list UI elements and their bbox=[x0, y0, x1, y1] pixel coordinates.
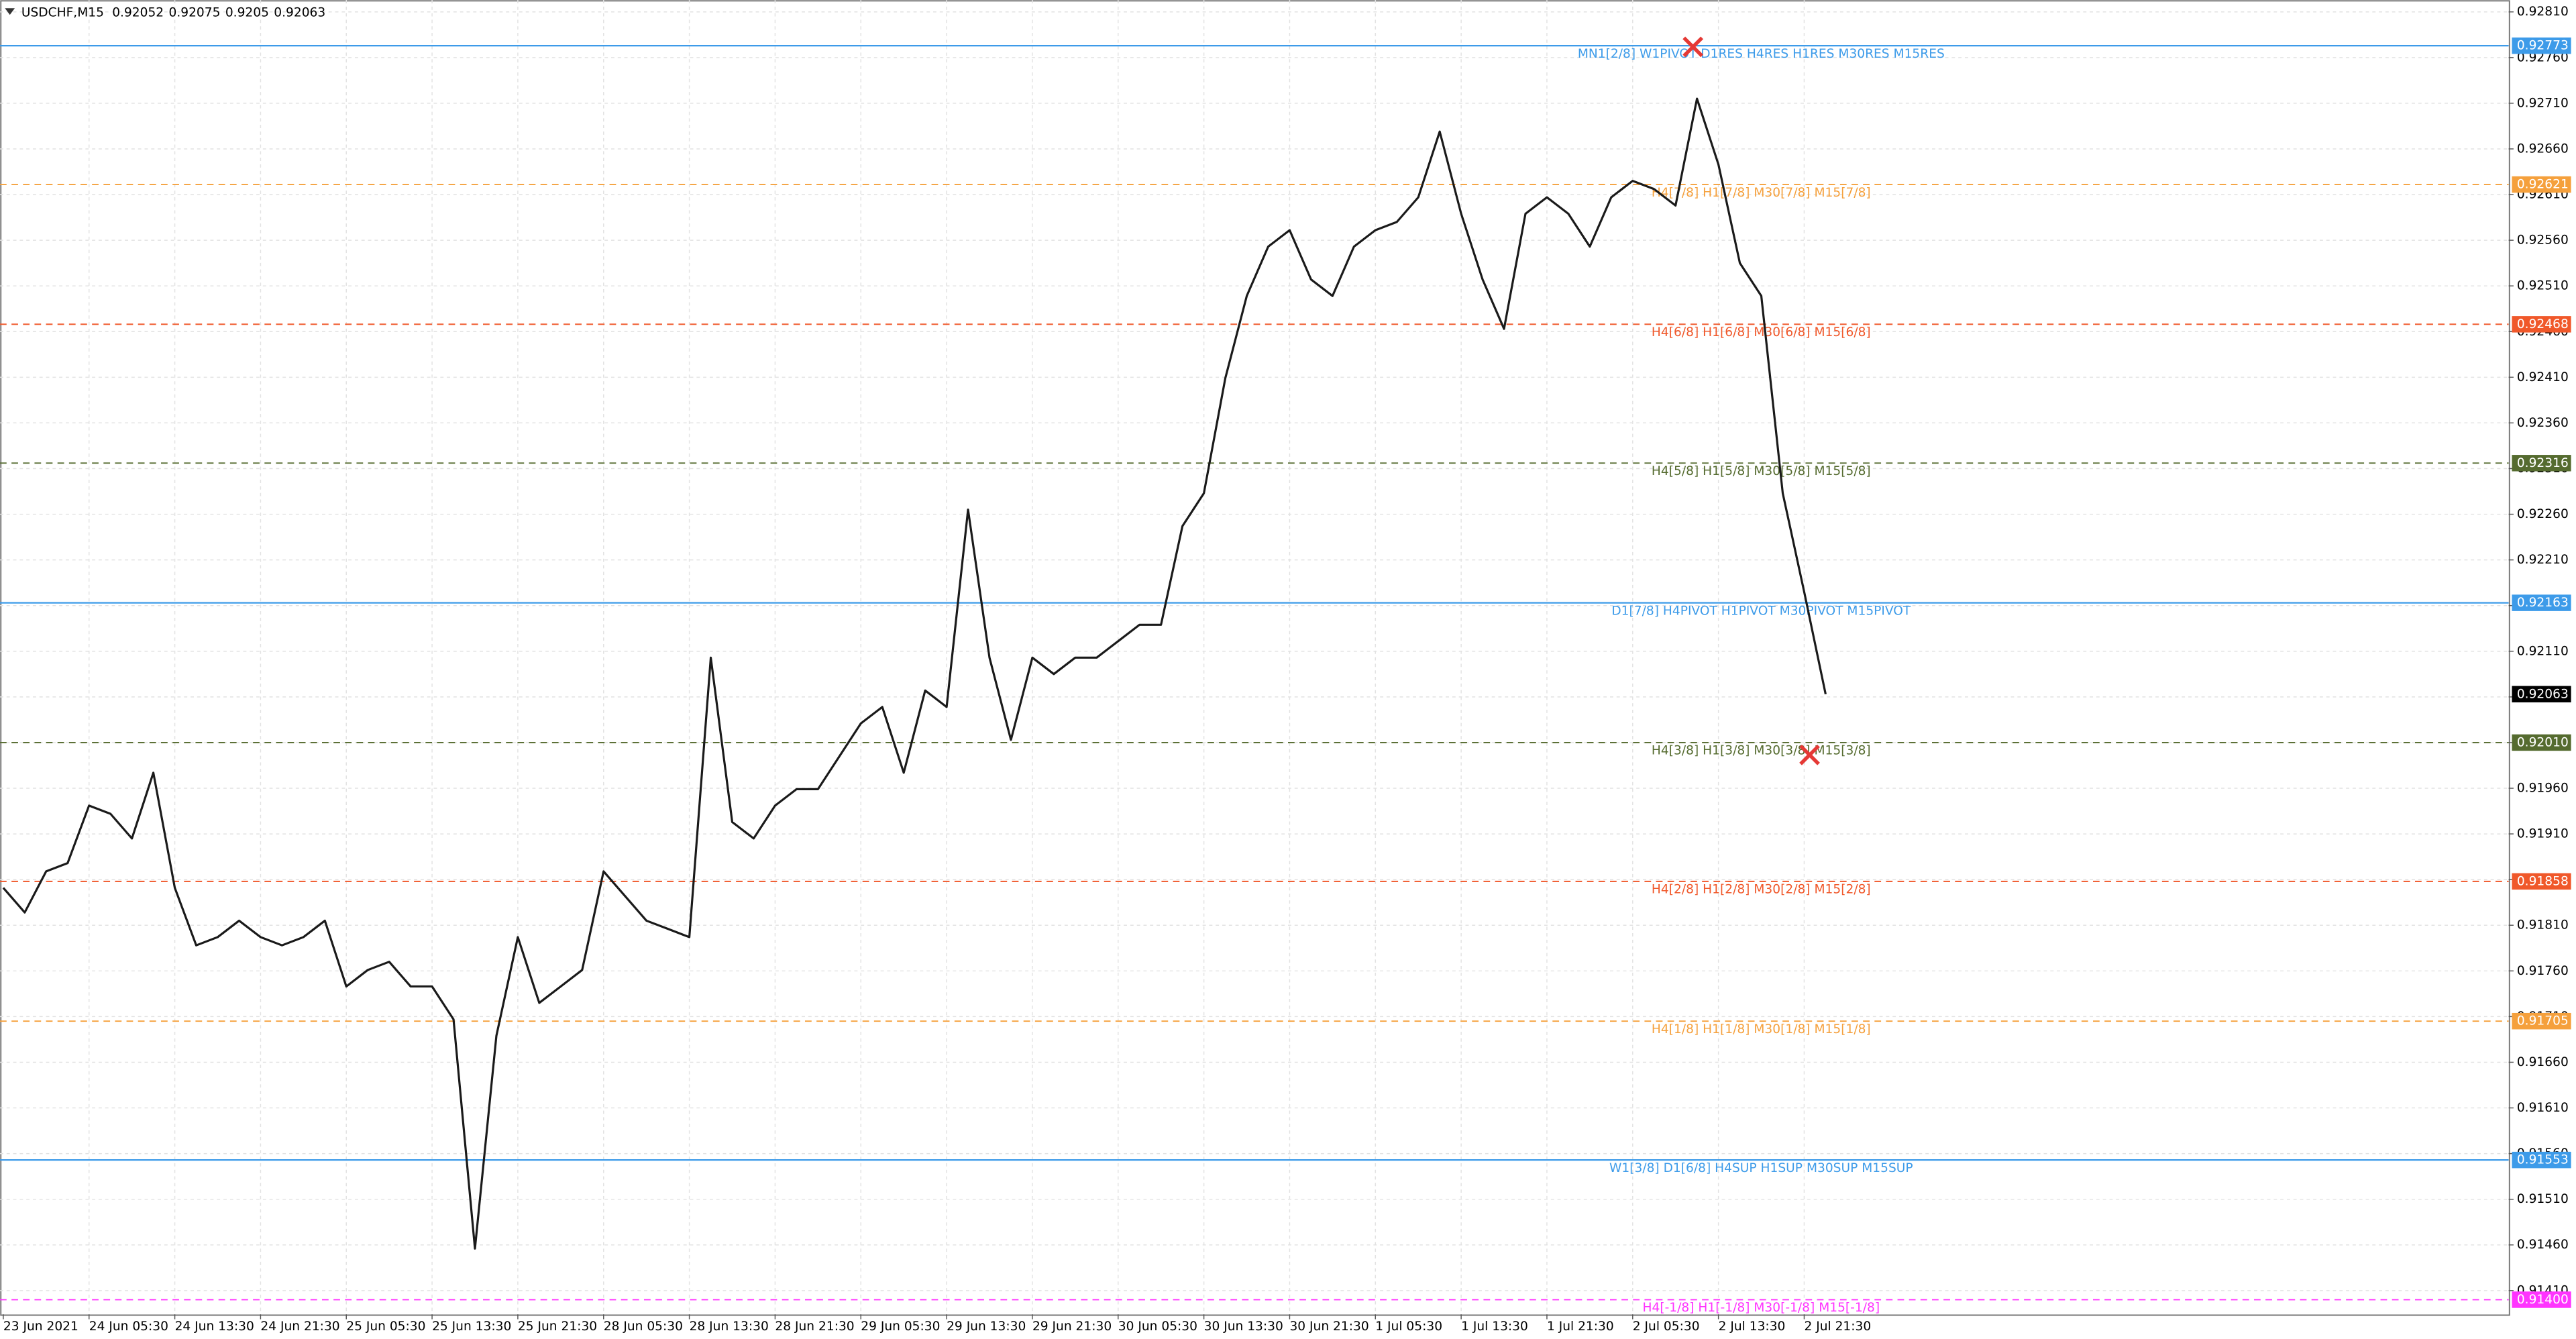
level-label: D1[7/8] H4PIVOT H1PIVOT M30PIVOT M15PIVO… bbox=[1611, 604, 1911, 618]
close: 0.92063 bbox=[274, 5, 325, 19]
x-tick-label: 24 Jun 21:30 bbox=[260, 1320, 339, 1334]
y-tick-label: 0.92410 bbox=[2517, 370, 2569, 384]
level-label: H4[2/8] H1[2/8] M30[2/8] M15[2/8] bbox=[1652, 883, 1871, 897]
y-tick-label: 0.92210 bbox=[2517, 553, 2569, 567]
x-tick-label: 24 Jun 13:30 bbox=[175, 1320, 254, 1334]
y-tick-label: 0.91910 bbox=[2517, 827, 2569, 841]
x-tick-label: 1 Jul 13:30 bbox=[1461, 1320, 1528, 1334]
price-tag-label: 0.91858 bbox=[2517, 874, 2569, 888]
price-tag bbox=[2512, 1151, 2571, 1169]
cross-marker bbox=[1682, 36, 1704, 58]
y-tick-label: 0.92110 bbox=[2517, 644, 2569, 658]
y-tick-label: 0.91460 bbox=[2517, 1238, 2569, 1252]
series-layer bbox=[2, 97, 1827, 1250]
x-tick-label: 1 Jul 05:30 bbox=[1375, 1320, 1442, 1334]
price-tag-label: 0.91553 bbox=[2517, 1153, 2569, 1167]
y-tick-label: 0.91760 bbox=[2517, 964, 2569, 978]
level-label: H4[7/8] H1[7/8] M30[7/8] M15[7/8] bbox=[1652, 186, 1871, 200]
price-tag bbox=[2512, 1291, 2571, 1308]
y-tick-label: 0.92510 bbox=[2517, 279, 2569, 293]
price-tag bbox=[2512, 734, 2571, 751]
marker bbox=[1682, 36, 1820, 765]
y-tick-label: 0.92360 bbox=[2517, 416, 2569, 430]
price-tag-label: 0.92163 bbox=[2517, 596, 2569, 610]
x-tick-label: 23 Jun 2021 bbox=[3, 1320, 78, 1334]
level-label: W1[3/8] D1[6/8] H4SUP H1SUP M30SUP M15SU… bbox=[1609, 1161, 1913, 1175]
y-tick-label: 0.92810 bbox=[2517, 5, 2569, 19]
price-tag bbox=[2512, 37, 2571, 54]
x-tick-label: 1 Jul 21:30 bbox=[1547, 1320, 1614, 1334]
price-tag bbox=[2512, 176, 2571, 193]
x-tick-label: 30 Jun 05:30 bbox=[1118, 1320, 1197, 1334]
x-tick-label: 29 Jun 05:30 bbox=[861, 1320, 940, 1334]
price-tag-label: 0.92010 bbox=[2517, 735, 2569, 749]
price-line bbox=[2, 97, 1827, 1250]
last-price-tag bbox=[2512, 686, 2571, 703]
price-tag-label: 0.91400 bbox=[2517, 1293, 2569, 1307]
x-tick-label: 25 Jun 05:30 bbox=[346, 1320, 425, 1334]
chart-header: USDCHF,M15 0.92052 0.92075 0.9205 0.92063 bbox=[21, 5, 325, 19]
y-tick-label: 0.92260 bbox=[2517, 507, 2569, 521]
x-tick-label: 25 Jun 13:30 bbox=[432, 1320, 511, 1334]
y-tick-label: 0.91510 bbox=[2517, 1192, 2569, 1206]
high: 0.92075 bbox=[169, 5, 221, 19]
axis-layer: 0.914100.914600.915100.915600.916100.916… bbox=[3, 5, 2571, 1334]
open: 0.92052 bbox=[112, 5, 164, 19]
level-label: H4[6/8] H1[6/8] M30[6/8] M15[6/8] bbox=[1652, 325, 1871, 339]
grid-layer bbox=[0, 0, 2509, 1315]
y-tick-label: 0.92660 bbox=[2517, 142, 2569, 156]
x-tick-label: 29 Jun 13:30 bbox=[947, 1320, 1026, 1334]
y-tick-label: 0.92710 bbox=[2517, 96, 2569, 110]
level-label: MN1[2/8] W1PIVOT D1RES H4RES H1RES M30RE… bbox=[1578, 47, 1945, 61]
x-tick-label: 2 Jul 13:30 bbox=[1719, 1320, 1786, 1334]
x-tick-label: 30 Jun 21:30 bbox=[1289, 1320, 1368, 1334]
y-tick-label: 0.92760 bbox=[2517, 50, 2569, 64]
x-tick-label: 2 Jul 21:30 bbox=[1804, 1320, 1871, 1334]
x-tick-label: 28 Jun 21:30 bbox=[775, 1320, 854, 1334]
cross-marker bbox=[1799, 744, 1820, 765]
price-tag bbox=[2512, 455, 2571, 472]
y-tick-label: 0.91660 bbox=[2517, 1055, 2569, 1069]
price-tag-label: 0.92773 bbox=[2517, 39, 2569, 53]
price-tag bbox=[2512, 316, 2571, 333]
symbol: USDCHF,M15 bbox=[21, 5, 104, 19]
x-tick-label: 29 Jun 21:30 bbox=[1032, 1320, 1112, 1334]
level-label: H4[-1/8] H1[-1/8] M30[-1/8] M15[-1/8] bbox=[1642, 1301, 1880, 1315]
level-label: H4[1/8] H1[1/8] M30[1/8] M15[1/8] bbox=[1652, 1022, 1871, 1036]
low: 0.9205 bbox=[225, 5, 269, 19]
price-tag-label: 0.92316 bbox=[2517, 456, 2569, 470]
level-label: H4[3/8] H1[3/8] M30[3/8] M15[3/8] bbox=[1652, 744, 1871, 758]
plot-frame bbox=[0, 0, 2510, 1316]
y-tick-label: 0.91960 bbox=[2517, 782, 2569, 796]
y-tick-label: 0.92560 bbox=[2517, 233, 2569, 248]
y-tick-label: 0.91610 bbox=[2517, 1101, 2569, 1115]
x-tick-label: 25 Jun 21:30 bbox=[518, 1320, 597, 1334]
price-tag-label: 0.92468 bbox=[2517, 317, 2569, 331]
price-tag bbox=[2512, 1012, 2571, 1030]
x-tick-label: 2 Jul 05:30 bbox=[1633, 1320, 1700, 1334]
y-tick-label: 0.91810 bbox=[2517, 918, 2569, 932]
last-price-label: 0.92063 bbox=[2517, 687, 2569, 701]
menu-arrow[interactable] bbox=[5, 8, 15, 15]
x-tick-label: 24 Jun 05:30 bbox=[89, 1320, 168, 1334]
x-tick-label: 28 Jun 05:30 bbox=[604, 1320, 683, 1334]
level-label: H4[5/8] H1[5/8] M30[5/8] M15[5/8] bbox=[1652, 464, 1871, 478]
x-tick-label: 30 Jun 13:30 bbox=[1204, 1320, 1283, 1334]
price-tag-label: 0.91705 bbox=[2517, 1014, 2569, 1028]
price-tag bbox=[2512, 594, 2571, 611]
x-tick-label: 28 Jun 13:30 bbox=[690, 1320, 769, 1334]
price-tag-label: 0.92621 bbox=[2517, 178, 2569, 192]
price-tag bbox=[2512, 873, 2571, 890]
